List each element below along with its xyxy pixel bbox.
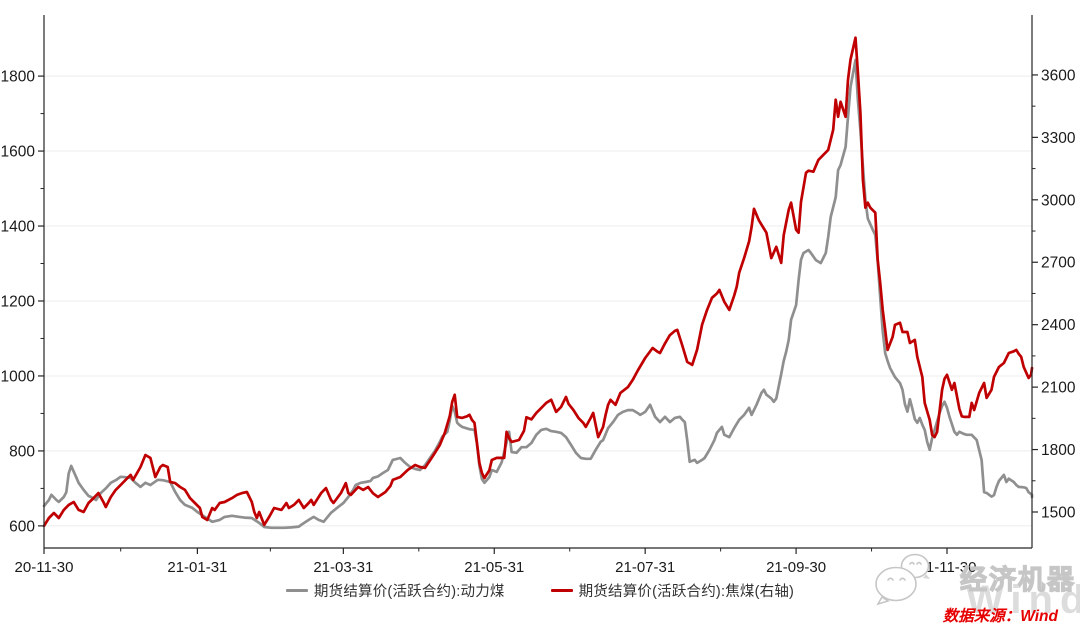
legend: 期货结算价(活跃合约):动力煤 期货结算价(活跃合约):焦煤(右轴) [0,580,1080,601]
y-left-tick-label: 1200 [1,293,36,310]
legend-swatch-coking-coal [550,588,573,593]
y-left-tick-label: 1800 [1,69,36,86]
y-right-tick-label: 2100 [1041,380,1076,397]
y-right-tick-label: 2400 [1041,317,1076,334]
legend-item-coking-coal[interactable]: 期货结算价(活跃合约):焦煤(右轴) [550,580,795,601]
brand-watermark-text: 经济机器 [959,564,1076,595]
y-right-tick-label: 3600 [1041,67,1076,84]
y-right-tick-label: 3000 [1041,192,1076,209]
y-left-tick-label: 800 [9,443,35,460]
series-line-thermal-coal [42,58,1034,530]
x-axis-tick-label: 21-05-31 [464,559,524,576]
legend-swatch-thermal-coal [285,588,308,593]
y-right-tick-label: 2700 [1041,255,1076,272]
legend-label-thermal-coal: 期货结算价(活跃合约):动力煤 [313,584,505,600]
data-source-caption: 数据来源：Wind [942,608,1058,625]
y-left-tick-label: 1000 [1,368,36,385]
y-right-tick-label: 1800 [1041,442,1076,459]
x-axis-tick-label: 21-03-31 [313,559,373,576]
y-left-tick-label: 600 [9,518,35,535]
x-axis-tick-label: 21-11-30 [918,559,977,576]
wind-watermark-text: Wind [966,578,1080,622]
x-axis-tick-label: 21-01-31 [167,559,227,576]
series-line-coking-coal [42,36,1034,528]
wechat-icon [874,551,934,610]
x-axis-tick-label: 21-07-31 [615,559,675,576]
legend-label-coking-coal: 期货结算价(活跃合约):焦煤(右轴) [578,584,795,600]
x-axis-tick-label: 20-11-30 [15,559,74,576]
y-right-tick-label: 1500 [1041,504,1076,521]
y-left-tick-label: 1600 [1,144,36,161]
y-left-tick-label: 1400 [1,219,36,236]
y-right-tick-label: 3300 [1041,130,1076,147]
x-axis-tick-label: 21-09-30 [766,559,826,576]
legend-item-thermal-coal[interactable]: 期货结算价(活跃合约):动力煤 [285,580,505,601]
